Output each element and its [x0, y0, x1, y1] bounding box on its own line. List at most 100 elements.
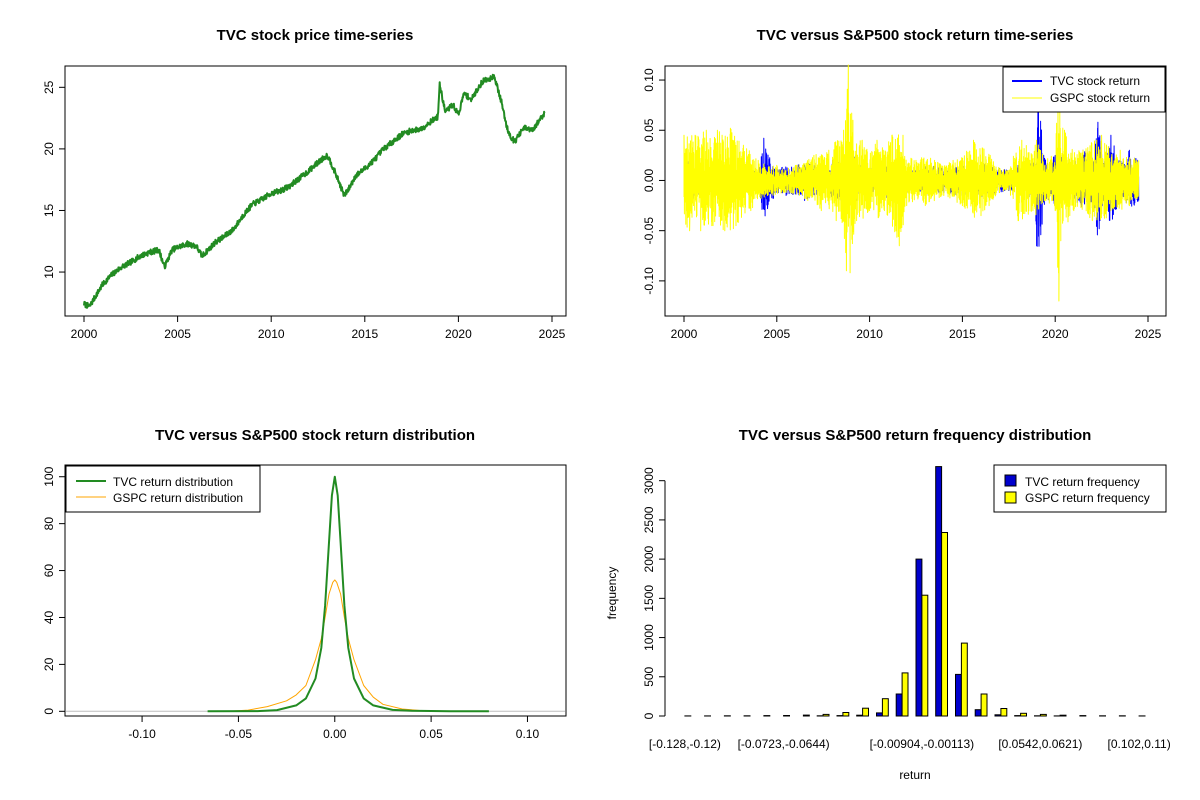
density-y-tick-label: 40 — [42, 610, 56, 624]
price-x-axis: 2000 2005 2010 2015 2020 2025 — [71, 315, 566, 341]
tvc-frequency-bar — [974, 709, 982, 717]
legend-tvc-label: TVC stock return — [1050, 74, 1140, 88]
price-y-tick-label: 15 — [42, 203, 56, 217]
return-timeseries-x-axis: 2000 2005 2010 2015 2020 2025 — [671, 315, 1162, 341]
frequency-chart-title: TVC versus S&P500 return frequency distr… — [739, 427, 1092, 444]
tvc-frequency-bar — [955, 673, 962, 717]
frequency-y-tick-label: 1500 — [642, 585, 656, 612]
frequency-y-tick-label: 1000 — [642, 624, 656, 651]
price-x-tick-label: 2000 — [71, 327, 98, 341]
density-y-axis: 0 20 40 60 80 100 — [42, 466, 66, 715]
price-x-tick-label: 2020 — [445, 327, 472, 341]
return-y-tick-label: -0.10 — [642, 267, 656, 295]
density-series-group — [66, 475, 565, 713]
gspc-frequency-bar — [901, 672, 909, 717]
frequency-y-tick-label: 0 — [642, 712, 656, 719]
frequency-y-axis: 0 500 1000 1500 2000 2500 3000 — [642, 467, 666, 719]
density-y-tick-label: 20 — [42, 657, 56, 671]
return-timeseries-legend: TVC stock return GSPC stock return — [1002, 66, 1166, 113]
price-x-tick-label: 2010 — [258, 327, 285, 341]
return-timeseries-panel: TVC versus S&P500 stock return time-seri… — [642, 27, 1167, 341]
frequency-x-axis-label: return — [899, 768, 930, 782]
frequency-x-tick-label: [0.102,0.11) — [1108, 737, 1171, 751]
price-x-tick-label: 2015 — [351, 327, 378, 341]
gspc-frequency-bar — [1059, 714, 1067, 717]
tvc-density-line — [207, 475, 489, 713]
density-x-tick-label: -0.05 — [225, 727, 253, 741]
price-x-tick-label: 2025 — [539, 327, 566, 341]
price-y-tick-label: 25 — [42, 80, 56, 94]
frequency-y-axis-label: frequency — [605, 567, 619, 620]
frequency-y-tick-label: 500 — [642, 666, 656, 686]
return-y-tick-label: -0.05 — [642, 217, 656, 245]
tvc-frequency-bar — [915, 558, 923, 717]
density-chart-title: TVC versus S&P500 stock return distribut… — [155, 427, 475, 444]
legend-gspc-label: GSPC stock return — [1050, 91, 1150, 105]
legend-box — [65, 465, 261, 513]
price-y-tick-label: 10 — [42, 265, 56, 279]
tvc-frequency-bar — [994, 714, 1002, 717]
legend-tvc-density-label: TVC return distribution — [113, 475, 233, 489]
gspc-frequency-bar — [783, 715, 790, 717]
density-x-tick-label: -0.10 — [128, 727, 156, 741]
return-y-tick-label: 0.05 — [642, 118, 656, 142]
frequency-y-tick-label: 2500 — [642, 506, 656, 533]
tvc-frequency-bar — [876, 712, 883, 717]
density-y-tick-label: 80 — [42, 517, 56, 531]
density-x-tick-label: 0.05 — [419, 727, 443, 741]
tvc-frequency-bar — [935, 466, 943, 717]
gspc-frequency-bar — [842, 712, 850, 717]
gspc-frequency-bar — [980, 693, 988, 717]
price-series-group — [83, 73, 546, 309]
return-y-tick-label: 0.00 — [642, 168, 656, 192]
frequency-x-tick-label: [-0.128,-0.12) — [649, 737, 721, 751]
frequency-x-axis: [-0.128,-0.12) [-0.0723,-0.0644) [-0.00904… — [649, 737, 1171, 751]
gspc-frequency-bar — [921, 594, 929, 717]
frequency-legend: TVC return frequency GSPC return frequen… — [993, 464, 1167, 513]
legend-tvc-frequency-label: TVC return frequency — [1025, 475, 1140, 489]
legend-box — [993, 464, 1167, 513]
frequency-x-tick-label: [0.0542,0.0621) — [998, 737, 1082, 751]
price-y-tick-label: 20 — [42, 142, 56, 156]
legend-box — [1002, 66, 1166, 113]
density-x-axis: -0.10 -0.05 0.00 0.05 0.10 — [128, 715, 539, 741]
gspc-frequency-bar — [1039, 713, 1047, 717]
return-x-tick-label: 2000 — [671, 327, 698, 341]
tvc-frequency-bar — [895, 693, 903, 717]
price-line — [83, 73, 546, 309]
gspc-frequency-bar — [1000, 708, 1008, 717]
legend-gspc-frequency-label: GSPC return frequency — [1025, 491, 1150, 505]
density-chart-panel: TVC versus S&P500 stock return distribut… — [42, 427, 567, 741]
return-x-tick-label: 2020 — [1042, 327, 1069, 341]
gspc-return-line — [683, 64, 1140, 302]
return-timeseries-title: TVC versus S&P500 stock return time-seri… — [757, 27, 1074, 44]
legend-tvc-frequency-swatch — [1004, 474, 1017, 487]
gspc-frequency-bar — [941, 532, 948, 717]
price-chart-title: TVC stock price time-series — [217, 27, 414, 44]
frequency-chart-panel: TVC versus S&P500 return frequency distr… — [605, 427, 1171, 782]
frequency-x-tick-label: [-0.0723,-0.0644) — [738, 737, 830, 751]
frequency-bars-group — [684, 466, 1146, 717]
gspc-frequency-bar — [802, 714, 810, 717]
legend-gspc-density-label: GSPC return distribution — [113, 491, 243, 505]
gspc-frequency-bar — [881, 698, 889, 717]
gspc-frequency-bar — [960, 642, 968, 717]
price-plot-frame — [64, 65, 567, 317]
frequency-x-tick-label: [-0.00904,-0.00113) — [870, 737, 975, 751]
price-chart-panel: TVC stock price time-series 2000 2005 2010… — [42, 27, 567, 341]
density-y-tick-label: 100 — [42, 466, 56, 486]
density-x-tick-label: 0.00 — [323, 727, 347, 741]
density-legend: TVC return distribution GSPC return dist… — [65, 465, 261, 513]
return-timeseries-series-group — [683, 64, 1140, 302]
price-y-axis: 10 15 20 25 — [42, 80, 66, 279]
gspc-frequency-bar — [822, 713, 830, 717]
return-x-tick-label: 2005 — [763, 327, 790, 341]
return-timeseries-y-axis: -0.10 -0.05 0.00 0.05 0.10 — [642, 68, 666, 295]
tvc-frequency-bar — [856, 714, 864, 717]
frequency-y-tick-label: 2000 — [642, 545, 656, 572]
return-x-tick-label: 2025 — [1135, 327, 1162, 341]
gspc-density-line — [228, 579, 441, 712]
return-y-tick-label: 0.10 — [642, 68, 656, 92]
frequency-y-tick-label: 3000 — [642, 467, 656, 494]
